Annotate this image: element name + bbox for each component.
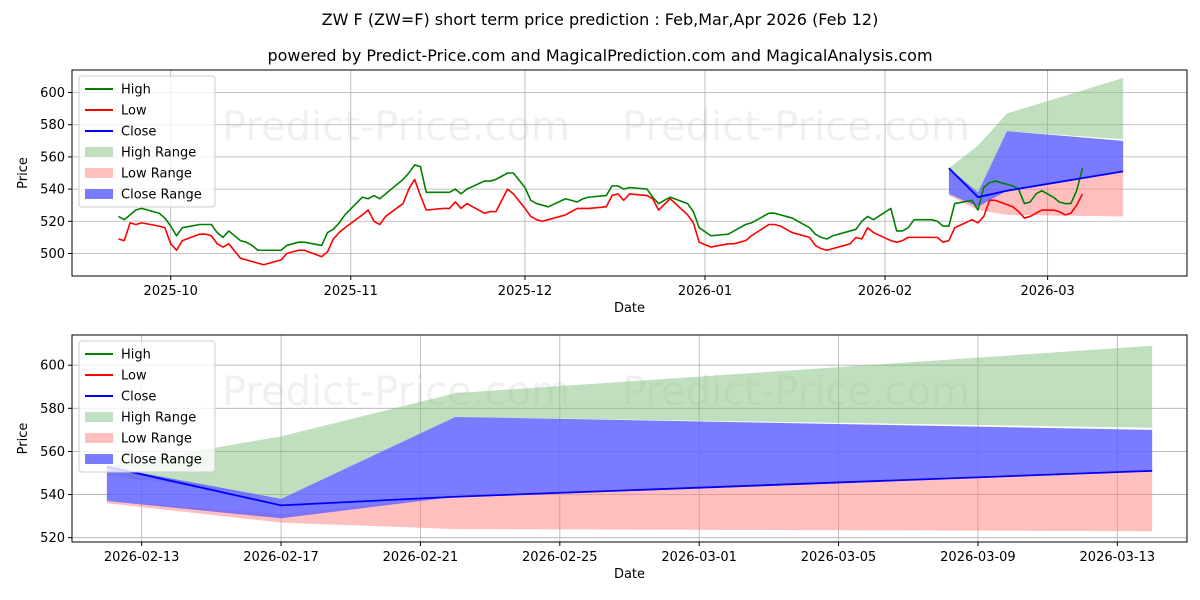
- p2-y-axis-label: Price: [16, 423, 31, 455]
- p1-legend-swatch: [85, 168, 113, 178]
- p2-legend-label: High: [121, 348, 151, 363]
- p2-low-range-band: [106, 470, 1153, 532]
- p2-legend-swatch: [85, 433, 113, 443]
- p2-legend-swatch: [85, 454, 113, 464]
- p1-close-line: [948, 167, 1124, 199]
- p1-high-range-band: [948, 78, 1124, 193]
- p1-legend-label: High: [121, 83, 151, 98]
- p1-y-tick-label: 560: [40, 150, 65, 165]
- p1-close-range-band: [948, 131, 1124, 207]
- p2-close-line: [106, 465, 1153, 507]
- p2-legend-label: High Range: [121, 411, 196, 426]
- p2-legend: High Low Close High Range Low Range Close Ran…: [78, 340, 216, 473]
- p2-x-axis-label: Date: [614, 567, 645, 582]
- p2-x-tick-label: 2026-02-21: [383, 550, 459, 565]
- p1-axes-frame: [71, 69, 1188, 277]
- chart-title: ZW F (ZW=F) short term price prediction …: [322, 10, 879, 29]
- panel-top: Predict-Price.com Predict-Price.com 2025-1…: [16, 69, 1188, 316]
- p2-x-tick-label: 2026-03-05: [801, 550, 877, 565]
- p1-y-tick-label: 500: [40, 247, 65, 262]
- p1-y-tick-label: 520: [40, 215, 65, 230]
- p2-axes-frame: [71, 334, 1188, 543]
- p1-y-tick-label: 540: [40, 183, 65, 198]
- p1-legend-label: High Range: [121, 146, 196, 161]
- p1-watermark-text: Predict-Price.com: [622, 104, 970, 150]
- p2-legend-swatch: [85, 412, 113, 422]
- p1-x-tick-label: 2025-10: [144, 284, 198, 299]
- p1-legend-label: Low: [121, 104, 147, 119]
- p2-y-tick-label: 520: [40, 531, 65, 546]
- p2-legend-label: Low: [121, 369, 147, 384]
- p1-legend-label: Close Range: [121, 188, 202, 203]
- p1-y-tick-label: 600: [40, 86, 65, 101]
- p2-x-tick-label: 2026-02-13: [104, 550, 180, 565]
- p1-plot-area: [118, 78, 1124, 266]
- p1-low-line: [118, 178, 1084, 266]
- p1-x-tick-label: 2025-11: [324, 284, 378, 299]
- p1-y-tick-label: 580: [40, 118, 65, 133]
- p1-y-axis-label: Price: [16, 157, 31, 189]
- p2-x-tick-label: 2026-03-09: [940, 550, 1016, 565]
- p2-plot-area: [106, 345, 1153, 532]
- p2-legend-label: Close Range: [121, 453, 202, 468]
- p1-legend-label: Close: [121, 125, 156, 140]
- p1-watermark: Predict-Price.com Predict-Price.com: [222, 104, 970, 150]
- p1-legend-label: Low Range: [121, 167, 192, 182]
- p2-x-tick-label: 2026-03-13: [1080, 550, 1156, 565]
- p2-x-tick-label: 2026-02-17: [243, 550, 319, 565]
- p1-x-tick-label: 2025-12: [498, 284, 552, 299]
- p2-x-tick-label: 2026-02-25: [522, 550, 598, 565]
- p2-y-tick-label: 560: [40, 445, 65, 460]
- p2-y-tick-label: 540: [40, 488, 65, 503]
- p2-x-tick-label: 2026-03-01: [661, 550, 737, 565]
- p1-legend-swatch: [85, 147, 113, 157]
- p2-legend-label: Low Range: [121, 432, 192, 447]
- p1-watermark-text: Predict-Price.com: [222, 104, 570, 150]
- p1-x-tick-label: 2026-02: [858, 284, 912, 299]
- p1-legend-swatch: [85, 189, 113, 199]
- p2-high-range-band: [106, 345, 1153, 499]
- p1-x-axis-label: Date: [614, 301, 645, 316]
- p1-legend: High Low Close High Range Low Range Close Ran…: [78, 75, 216, 208]
- p2-legend-label: Close: [121, 390, 156, 405]
- p2-y-tick-label: 580: [40, 402, 65, 417]
- chart-subtitle: powered by Predict-Price.com and Magical…: [267, 46, 932, 65]
- p1-x-tick-label: 2026-03: [1020, 284, 1074, 299]
- p1-x-tick-label: 2026-01: [678, 284, 732, 299]
- p2-y-tick-label: 600: [40, 359, 65, 374]
- panel-bottom: Predict-Price.comPredict-Price.com2026-0…: [16, 334, 1188, 582]
- p2-close-range-band: [106, 416, 1153, 519]
- p1-high-line: [118, 164, 1084, 252]
